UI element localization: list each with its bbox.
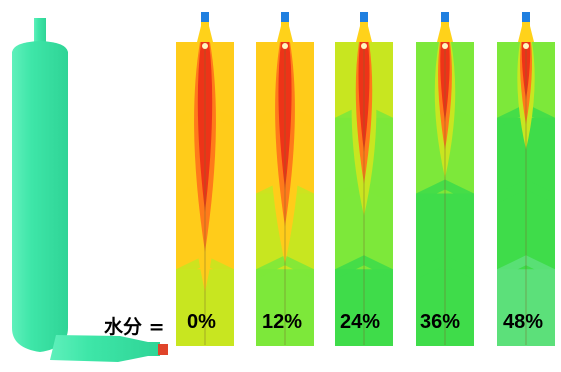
- contour-panels: [176, 12, 555, 346]
- nozzle-icon: [360, 12, 368, 22]
- nozzle-tip: [523, 43, 529, 49]
- panel-label-1: 12%: [262, 311, 303, 333]
- panel-label-0: 0%: [187, 311, 216, 333]
- panel-label-2: 24%: [340, 311, 381, 333]
- contour-panel-1: [256, 12, 314, 346]
- panel-label-3: 36%: [420, 311, 461, 333]
- contour-panel-0: [176, 12, 234, 346]
- nozzle-icon: [441, 12, 449, 22]
- contour-panel-3: [416, 12, 474, 346]
- nozzle-tip: [202, 43, 208, 49]
- panel-label-4: 48%: [503, 311, 544, 333]
- moisture-label: 水分 =: [104, 316, 165, 338]
- contour-panel-2: [335, 12, 393, 346]
- nozzle-icon: [281, 12, 289, 22]
- vessel-outlet-pipe: [50, 335, 160, 362]
- reactor-vessel: [12, 18, 168, 362]
- nozzle-icon: [522, 12, 530, 22]
- vessel-top-pipe: [34, 18, 46, 44]
- nozzle-tip: [282, 43, 288, 49]
- contour-panel-4: [497, 12, 555, 346]
- vessel-body: [12, 41, 68, 352]
- nozzle-tip: [361, 43, 367, 49]
- nozzle-tip: [442, 43, 448, 49]
- nozzle-icon: [201, 12, 209, 22]
- outlet-flange: [158, 344, 168, 355]
